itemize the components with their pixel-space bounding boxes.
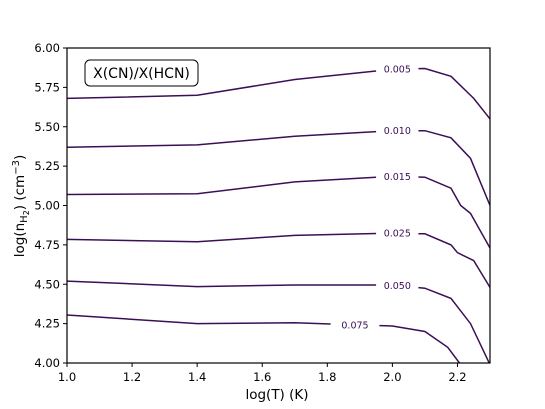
- contour-line: [418, 176, 490, 249]
- x-tick-label: 1.2: [123, 370, 141, 384]
- annotation-box: X(CN)/X(HCN): [84, 59, 199, 87]
- y-axis-title: log(nH2) (cm−3): [11, 155, 31, 257]
- annotation-box-frame: [84, 59, 199, 87]
- contour-level-label: 0.075: [341, 320, 368, 331]
- contour-line: [418, 286, 490, 363]
- contour-line: [67, 176, 377, 196]
- contour-lines: [67, 67, 490, 363]
- y-tick-label: 5.50: [34, 120, 60, 134]
- contour-line: [67, 130, 377, 148]
- contour-line: [67, 70, 377, 100]
- annotation-text: X(CN)/X(HCN): [93, 66, 190, 82]
- y-tick-label: 5.00: [34, 199, 60, 213]
- y-tick-label: 4.25: [34, 317, 60, 331]
- contour-level-label: 0.050: [384, 281, 411, 292]
- contour-line: [418, 129, 490, 206]
- x-tick-label: 1.0: [58, 370, 76, 384]
- contour-level-label: 0.005: [384, 65, 411, 76]
- x-tick-label: 1.6: [253, 370, 271, 384]
- contour-line: [418, 67, 490, 120]
- contour-line: [67, 314, 331, 325]
- contour-line: [379, 324, 461, 363]
- contour-line: [418, 232, 490, 288]
- y-tick-label: 4.00: [34, 356, 60, 370]
- contour-level-label: 0.015: [384, 172, 411, 183]
- contour-labels: 0.005 0.010 0.015 0.025 0.050 0.075: [341, 65, 411, 332]
- y-tick-label: 4.75: [34, 238, 60, 252]
- contour-level-label: 0.010: [384, 126, 411, 137]
- y-tick-label: 4.50: [34, 277, 60, 291]
- y-tick-label: 5.75: [34, 80, 60, 94]
- y-tick-label: 6.00: [34, 41, 60, 55]
- contour-line: [67, 280, 377, 288]
- x-tick-label: 1.8: [318, 370, 336, 384]
- x-tick-label: 1.4: [188, 370, 206, 384]
- x-axis-ticks: 1.0 1.2 1.4 1.6 1.8 2.0 2.2: [58, 363, 467, 384]
- plot-area-frame: [66, 47, 491, 364]
- contour-level-label: 0.025: [384, 229, 411, 240]
- x-tick-label: 2.2: [448, 370, 466, 384]
- y-axis-ticks: 4.00 4.25 4.50 4.75 5.00 5.25 5.50 5.75 6.00: [34, 41, 67, 370]
- x-tick-label: 2.0: [383, 370, 401, 384]
- contour-line: [67, 232, 377, 243]
- x-axis-title: log(T) (K): [245, 387, 308, 403]
- y-tick-label: 5.25: [34, 159, 60, 173]
